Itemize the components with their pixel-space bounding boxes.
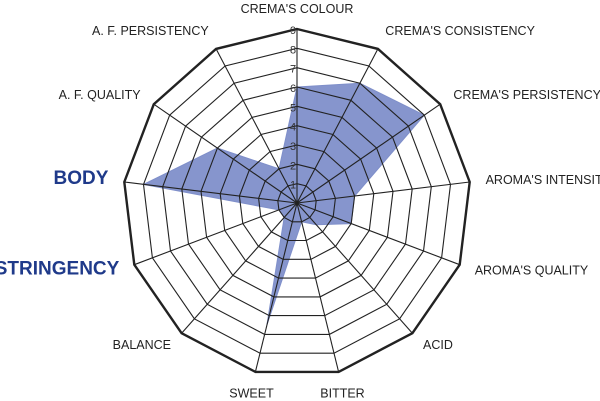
axis-label-body: BODY <box>53 168 108 189</box>
grid-ring-1 <box>277 183 317 223</box>
axis-label-aroma-s-intensity: AROMA'S INTENSITY <box>486 173 600 187</box>
grid-ring-9 <box>123 27 471 374</box>
axis-label-a-f-persistency: A. F. PERSISTENCY <box>92 24 209 38</box>
axis-label-aroma-s-quality: AROMA'S QUALITY <box>475 263 589 277</box>
radar-grid <box>123 27 471 374</box>
spoke-body <box>124 181 298 204</box>
grid-ring-8 <box>142 47 452 354</box>
spoke-sweet <box>254 202 298 373</box>
radar-ticks: 1 2 3 4 5 6 7 8 9 <box>290 25 296 192</box>
spoke-astringency <box>134 202 298 266</box>
tick-label-9: 9 <box>290 25 296 37</box>
spoke-bitter <box>296 202 340 373</box>
axis-label-acid: ACID <box>423 338 453 352</box>
spoke-a-f-persistency <box>215 48 298 204</box>
axis-label-astringency: ASTRINGENCY <box>0 258 120 279</box>
grid-ring-4 <box>219 125 375 279</box>
axis-label-crema-s-colour: CREMA'S COLOUR <box>241 2 354 16</box>
tick-label-6: 6 <box>290 83 296 95</box>
tick-label-5: 5 <box>290 102 296 114</box>
spoke-aroma-s-intensity <box>296 181 470 204</box>
tick-label-4: 4 <box>290 122 296 134</box>
axis-label-crema-s-consistency: CREMA'S CONSISTENCY <box>385 24 535 38</box>
radar-series <box>141 82 426 326</box>
tick-label-2: 2 <box>290 160 296 172</box>
axis-label-sweet: SWEET <box>229 387 274 401</box>
spoke-acid <box>296 202 413 334</box>
tick-label-8: 8 <box>290 44 296 56</box>
axis-label-a-f-quality: A. F. QUALITY <box>59 88 142 102</box>
tick-label-3: 3 <box>290 141 296 153</box>
grid-ring-5 <box>200 105 394 298</box>
spoke-a-f-quality <box>153 103 298 204</box>
axis-label-bitter: BITTER <box>320 387 364 401</box>
tick-label-1: 1 <box>290 180 296 192</box>
axis-label-crema-s-persistency: CREMA'S PERSISTENCY <box>453 88 600 102</box>
tick-label-7: 7 <box>290 64 296 76</box>
grid-ring-6 <box>181 86 413 317</box>
series-0-area <box>141 82 426 326</box>
axis-label-balance: BALANCE <box>113 338 171 352</box>
grid-ring-2 <box>258 163 336 242</box>
spoke-crema-s-consistency <box>296 48 379 204</box>
grid-ring-7 <box>162 67 432 335</box>
grid-ring-3 <box>238 144 356 260</box>
spoke-balance <box>181 202 298 334</box>
spoke-crema-s-persistency <box>296 103 441 204</box>
spoke-aroma-s-quality <box>296 202 460 266</box>
